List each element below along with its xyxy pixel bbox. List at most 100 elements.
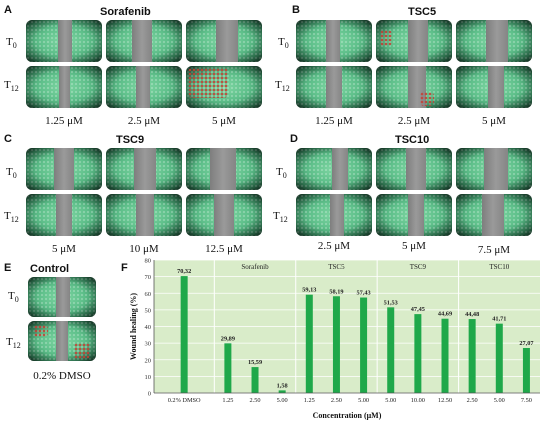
micrograph-well — [26, 66, 102, 108]
micrograph-well — [28, 277, 96, 317]
micrograph-well — [456, 20, 532, 62]
micrograph-well — [106, 20, 182, 62]
micrograph-well — [456, 66, 532, 108]
panel-letter-d: D — [290, 133, 298, 145]
x-tick-label: 2.50 — [467, 397, 478, 404]
x-tick-label: 1.25 — [304, 397, 315, 404]
panel-letter-e: E — [4, 262, 12, 274]
data-label: 27,07 — [519, 340, 533, 347]
micrograph-well — [376, 66, 452, 108]
row-label-t12: T12 — [273, 210, 288, 225]
panel-title-tsc5: TSC5 — [408, 6, 437, 18]
concentration-label: 1.25 μM — [45, 115, 83, 127]
group-label: TSC9 — [410, 263, 427, 271]
bar — [495, 323, 503, 393]
row-label-t0: T0 — [276, 166, 287, 181]
concentration-label: 12.5 μM — [205, 243, 243, 255]
concentration-label: 5 μM — [482, 115, 506, 127]
y-tick-label: 70 — [145, 274, 152, 281]
x-tick-label: 7.50 — [521, 397, 532, 404]
panel-title-sorafenib: Sorafenib — [100, 6, 151, 18]
micrograph-well — [28, 321, 96, 361]
x-tick-label: 5.00 — [358, 397, 369, 404]
y-tick-label: 50 — [145, 307, 152, 314]
data-label: 41,71 — [492, 316, 506, 323]
concentration-label: 5 μM — [402, 240, 426, 252]
data-label: 57,43 — [357, 290, 371, 297]
y-tick-label: 10 — [145, 374, 152, 381]
micrograph-well — [376, 194, 452, 236]
x-tick-label: 12.50 — [438, 397, 452, 404]
bar — [278, 390, 286, 393]
data-label: 59,13 — [302, 287, 316, 294]
bar — [305, 294, 313, 393]
micrograph-well — [296, 148, 372, 190]
data-label: 51,53 — [384, 299, 398, 306]
panel-letter-a: A — [4, 4, 12, 16]
x-tick-label: 10.00 — [411, 397, 425, 404]
concentration-label: 2.5 μM — [317, 240, 351, 252]
micrograph-well — [376, 148, 452, 190]
panel-letter-c: C — [4, 133, 12, 145]
concentration-label: 10 μM — [129, 243, 159, 255]
micrograph-well — [296, 194, 372, 236]
row-label-t12: T12 — [6, 336, 21, 351]
bar — [441, 318, 449, 393]
y-tick-label: 40 — [145, 324, 152, 331]
row-label-t0: T0 — [6, 166, 17, 181]
data-label: 29,89 — [221, 335, 235, 342]
group-label: TSC5 — [328, 263, 345, 271]
bar — [360, 297, 368, 393]
bar — [387, 307, 395, 393]
concentration-label: 2.5 μM — [127, 115, 161, 127]
x-tick-label: 5.00 — [494, 397, 505, 404]
data-label: 44,48 — [465, 311, 479, 318]
micrograph-well — [106, 66, 182, 108]
row-label-t12: T12 — [275, 79, 290, 94]
row-label-t0: T0 — [278, 36, 289, 51]
bar — [414, 314, 422, 393]
data-label: 58,19 — [329, 288, 343, 295]
concentration-label: 5 μM — [212, 115, 236, 127]
data-label: 15,59 — [248, 359, 262, 366]
x-tick-label: 0.2% DMSO — [168, 397, 201, 404]
micrograph-well — [296, 20, 372, 62]
panel-title-tsc10: TSC10 — [395, 134, 430, 146]
micrograph-well — [26, 20, 102, 62]
x-tick-label: 2.50 — [250, 397, 261, 404]
y-tick-label: 0 — [148, 391, 151, 398]
bar — [251, 367, 259, 393]
x-axis-title: Concentration (μM) — [313, 411, 382, 420]
y-tick-label: 60 — [145, 291, 152, 298]
x-tick-label: 5.00 — [385, 397, 396, 404]
micrograph-well — [186, 194, 262, 236]
micrograph-well — [26, 194, 102, 236]
x-tick-label: 1.25 — [222, 397, 233, 404]
data-label: 70,32 — [177, 268, 191, 275]
x-tick-label: 2.50 — [331, 397, 342, 404]
micrograph-well — [186, 66, 262, 108]
micrograph-well — [456, 194, 532, 236]
y-tick-label: 80 — [145, 258, 152, 265]
panel-letter-b: B — [292, 4, 300, 16]
panel-title-control: Control — [30, 263, 70, 275]
micrograph-well — [106, 194, 182, 236]
bar — [180, 276, 188, 393]
x-tick-label: 5.00 — [277, 397, 288, 404]
micrograph-well — [186, 20, 262, 62]
group-label: TSC10 — [489, 263, 509, 271]
row-label-t0: T0 — [6, 36, 17, 51]
panel-title-tsc9: TSC9 — [116, 134, 145, 146]
bar — [522, 347, 530, 393]
row-label-t12: T12 — [4, 210, 19, 225]
bar — [224, 343, 232, 393]
micrograph-well — [186, 148, 262, 190]
row-label-t12: T12 — [4, 79, 19, 94]
micrograph-well — [106, 148, 182, 190]
panel-letter-f: F — [121, 262, 128, 274]
wound-healing-bar-chart: 0 10 20 30 40 50 60 70 80 70,32 0.2% DMSO Sorafenib… — [129, 258, 540, 420]
group-label: Sorafenib — [241, 263, 269, 271]
micrograph-well — [376, 20, 452, 62]
micrograph-well — [296, 66, 372, 108]
concentration-label: 1.25 μM — [315, 115, 353, 127]
